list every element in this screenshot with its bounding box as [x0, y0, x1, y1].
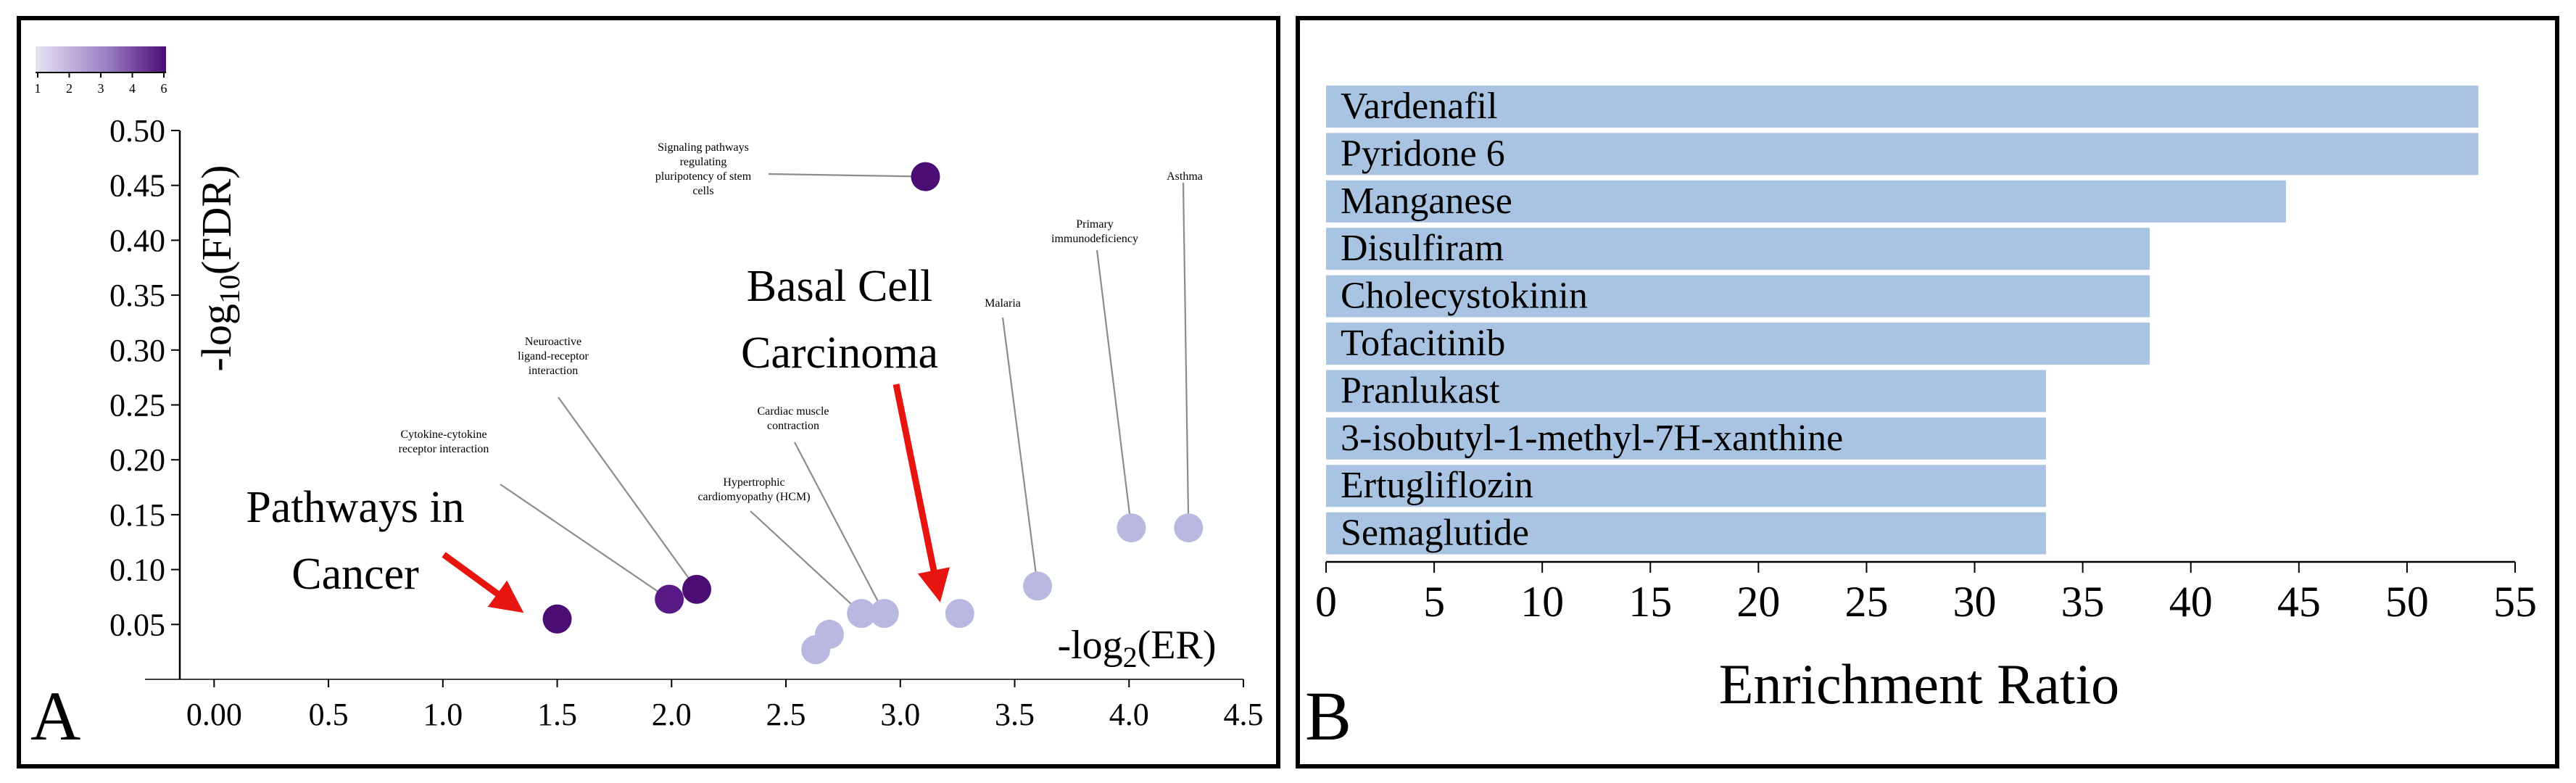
y-tick-label: 0.05	[109, 607, 165, 642]
bar-chart: Vardenafil Pyridone 6 Manganese Disulfiram C…	[1315, 86, 2537, 716]
y-tick-label: 0.10	[109, 552, 165, 588]
point-annotation: Cytokine-cytokine receptor interaction	[399, 428, 489, 455]
bar	[1326, 512, 2046, 555]
bar	[1326, 133, 2479, 175]
colorbar-tick-label: 3	[98, 81, 104, 96]
bar-category-label: Cholecystokinin	[1341, 276, 1588, 317]
callout-label: Pathways in Cancer	[246, 483, 464, 599]
y-tick-label: 0.50	[109, 113, 165, 149]
y-axis-label: -log10(FDR)	[193, 165, 246, 372]
x-tick-label: 0.5	[309, 697, 349, 732]
data-point	[1023, 571, 1053, 601]
bar	[1326, 228, 2150, 270]
annotation-leader	[500, 484, 670, 600]
x-tick-label: 3.0	[880, 697, 920, 732]
b-x-tick-label: 45	[2277, 578, 2321, 626]
annotation-leader	[1096, 249, 1132, 529]
bar	[1326, 323, 2150, 365]
b-x-tick-label: 15	[1628, 578, 1672, 626]
point-annotation: Signaling pathways regulating pluripotency…	[655, 141, 752, 197]
colorbar-tick-label: 2	[66, 81, 73, 96]
b-x-tick-label: 30	[1953, 578, 1997, 626]
data-point	[814, 619, 844, 649]
b-x-tick-label: 40	[2169, 578, 2213, 626]
panel-a-label: A	[30, 677, 80, 755]
b-x-tick-label: 20	[1736, 578, 1780, 626]
bar-category-label: Pyridone 6	[1341, 133, 1505, 174]
bar-category-label: Ertugliflozin	[1341, 465, 1533, 506]
scatter-plot: -log10(FDR) -log2(ER) 0.05 0.10 0.15 0.20 0.…	[109, 113, 1264, 732]
data-point	[682, 574, 711, 604]
data-point	[869, 599, 899, 629]
point-annotation: Primary immunodeficiency	[1051, 218, 1138, 245]
y-tick-label: 0.30	[109, 333, 165, 368]
bar	[1326, 417, 2046, 460]
x-tick-label: 4.5	[1224, 697, 1264, 732]
x-tick-label: 2.5	[766, 697, 806, 732]
y-tick-label: 0.15	[109, 497, 165, 533]
bar-category-label: Pranlukast	[1341, 370, 1500, 411]
b-x-tick-label: 5	[1423, 578, 1445, 626]
data-point	[655, 584, 684, 614]
annotation-leader	[750, 510, 862, 614]
x-tick-label: 3.5	[995, 697, 1035, 732]
data-point	[911, 162, 940, 191]
bar	[1326, 275, 2150, 318]
y-tick-label: 0.35	[109, 278, 165, 313]
colorbar-tick-label: 6	[161, 81, 167, 96]
bar-category-label: Manganese	[1341, 181, 1512, 222]
annotation-leader	[1182, 182, 1190, 529]
annotation-leader	[558, 397, 697, 590]
x-tick-label: 1.5	[537, 697, 577, 732]
y-tick-label: 0.25	[109, 388, 165, 423]
panel-a-frame	[17, 16, 1280, 768]
point-annotation: Malaria	[985, 297, 1021, 310]
point-annotation: Asthma	[1167, 170, 1203, 183]
panel-b-label: B	[1305, 677, 1351, 755]
colorbar-tick-label: 1	[35, 81, 41, 96]
point-annotation: Hypertrophic cardiomyopathy (HCM)	[697, 476, 810, 503]
bar-category-label: Disulfiram	[1341, 228, 1504, 269]
x-tick-label: 4.0	[1109, 697, 1149, 732]
x-tick-label: 2.0	[652, 697, 692, 732]
b-x-tick-label: 10	[1520, 578, 1564, 626]
data-point	[1174, 513, 1204, 543]
callout-arrow	[893, 384, 950, 602]
b-x-axis-label: Enrichment Ratio	[1719, 652, 2119, 716]
b-x-tick-label: 35	[2061, 578, 2105, 626]
data-point	[1117, 513, 1146, 543]
point-annotation: Neuroactive ligand-receptor interaction	[518, 336, 589, 377]
y-tick-label: 0.45	[109, 168, 165, 204]
callout-arrow	[442, 552, 524, 613]
bar	[1326, 465, 2046, 508]
x-tick-label: 0.00	[186, 697, 242, 732]
colorbar: 1 2 3 4 6	[35, 46, 167, 96]
point-annotation: Cardiac muscle contraction	[757, 405, 829, 432]
data-point	[945, 599, 974, 629]
bar	[1326, 370, 2046, 413]
b-x-tick-label: 0	[1315, 578, 1337, 626]
annotation-leader	[794, 442, 885, 614]
annotation-leader	[1001, 317, 1039, 587]
bar-category-label: Tofacitinib	[1341, 323, 1505, 364]
b-x-tick-label: 55	[2493, 578, 2537, 626]
bar-category-label: Vardenafil	[1341, 86, 1498, 127]
x-tick-label: 1.0	[423, 697, 463, 732]
data-point	[542, 604, 572, 634]
annotation-leader	[768, 173, 926, 178]
colorbar-tick-label: 4	[129, 81, 136, 96]
bar-category-label: Semaglutide	[1341, 513, 1529, 554]
bar	[1326, 86, 2479, 128]
data-point	[847, 599, 877, 629]
callout-label: Basal Cell Carcinoma	[741, 262, 938, 378]
y-tick-label: 0.20	[109, 442, 165, 478]
b-x-tick-label: 25	[1844, 578, 1888, 626]
y-tick-label: 0.40	[109, 223, 165, 258]
bar	[1326, 180, 2286, 223]
bar-category-label: 3-isobutyl-1-methyl-7H-xanthine	[1341, 418, 1843, 459]
x-axis-label: -log2(ER)	[1057, 623, 1216, 674]
b-x-tick-label: 50	[2385, 578, 2429, 626]
